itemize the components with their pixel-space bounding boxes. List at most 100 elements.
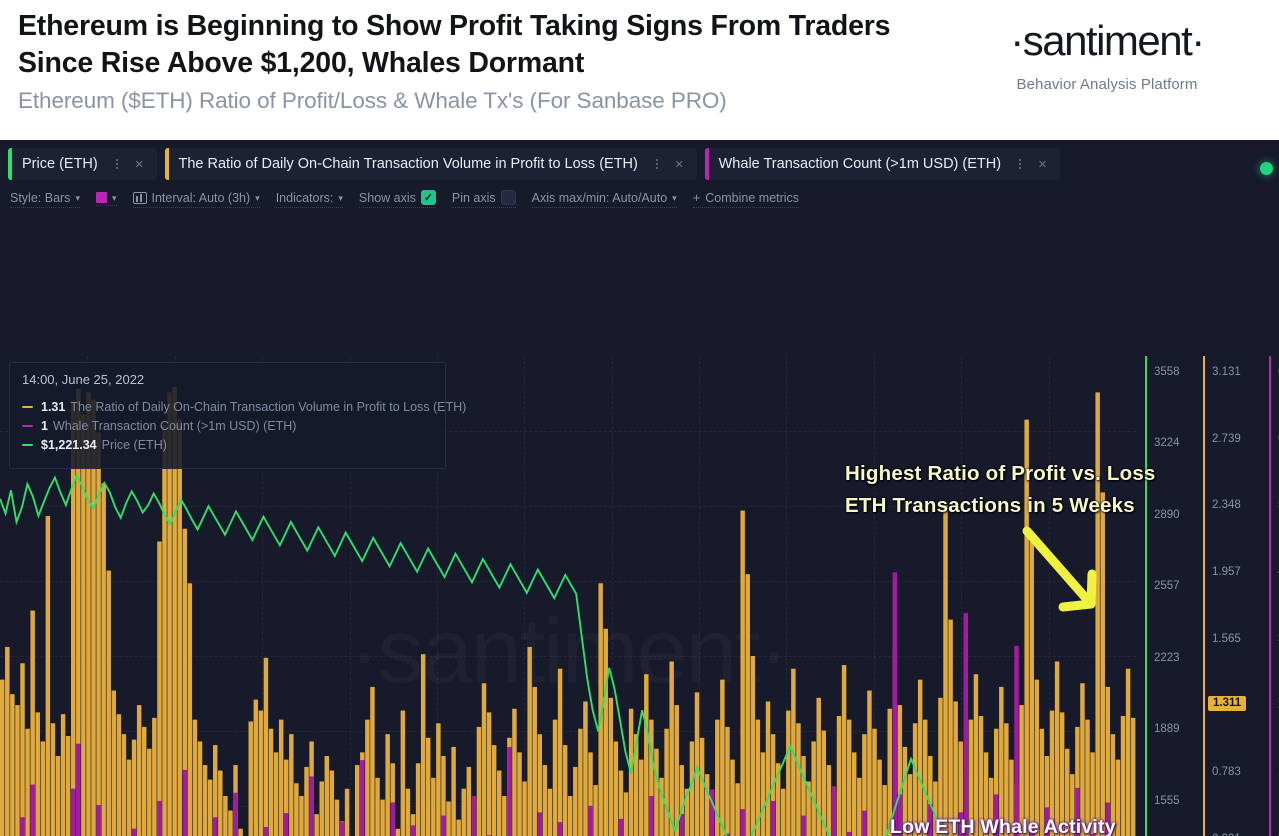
bar-ratio bbox=[846, 719, 852, 836]
color-selector[interactable]: ▾ bbox=[95, 192, 117, 206]
metric-tab-profit-loss-ratio[interactable]: The Ratio of Daily On-Chain Transaction … bbox=[164, 148, 697, 180]
brand-block: ·santiment· Behavior Analysis Platform bbox=[947, 20, 1267, 94]
color-swatch-icon bbox=[95, 192, 107, 203]
show-axis-toggle[interactable]: Show axis ✓ bbox=[358, 190, 436, 208]
bar-ratio bbox=[836, 716, 842, 836]
bar-ratio bbox=[182, 528, 188, 836]
interval-label: Interval: Auto (3h) bbox=[151, 190, 251, 205]
chevron-down-icon: ▾ bbox=[75, 193, 80, 203]
bar-ratio bbox=[177, 419, 182, 836]
bar-whale bbox=[1090, 833, 1095, 836]
bar-ratio bbox=[598, 583, 603, 836]
pin-axis-toggle[interactable]: Pin axis bbox=[451, 190, 516, 208]
close-icon[interactable]: × bbox=[674, 155, 684, 173]
axis-minmax-selector[interactable]: Axis max/min: Auto/Auto ▾ bbox=[531, 190, 677, 208]
bar-whale bbox=[862, 810, 867, 836]
bar-ratio bbox=[207, 779, 213, 836]
bar-ratio bbox=[988, 777, 994, 836]
profit-ratio-annotation: Highest Ratio of Profit vs. Loss ETH Tra… bbox=[845, 458, 1156, 522]
tooltip-date: 14:00, June 25, 2022 bbox=[22, 372, 145, 387]
bar-ratio bbox=[821, 730, 827, 836]
tab-menu-icon[interactable] bbox=[648, 159, 666, 169]
price-axis-tick: 2557 bbox=[1154, 580, 1180, 593]
bar-whale bbox=[928, 804, 933, 836]
bar-ratio bbox=[491, 745, 497, 836]
bar-ratio bbox=[933, 781, 938, 836]
tab-menu-icon[interactable] bbox=[108, 159, 126, 169]
bar-ratio bbox=[1100, 492, 1105, 836]
close-icon[interactable]: × bbox=[1038, 155, 1047, 173]
tab-color-stripe-whale bbox=[704, 148, 709, 180]
bar-whale bbox=[537, 812, 543, 836]
bar-ratio bbox=[796, 723, 801, 836]
bar-whale bbox=[679, 813, 685, 836]
bar-whale bbox=[994, 794, 999, 836]
page-header: Ethereum is Beginning to Show Profit Tak… bbox=[0, 0, 1279, 140]
tab-menu-icon[interactable] bbox=[1011, 159, 1029, 169]
bar-ratio bbox=[649, 719, 654, 836]
bar-ratio bbox=[654, 748, 659, 836]
bar-ratio bbox=[781, 788, 786, 836]
bar-whale bbox=[725, 833, 730, 836]
bar-ratio bbox=[355, 765, 360, 836]
bar-ratio bbox=[684, 788, 690, 836]
bar-whale bbox=[1029, 828, 1034, 836]
live-status-indicator[interactable] bbox=[1260, 162, 1273, 175]
bar-ratio bbox=[10, 694, 15, 836]
bar-ratio bbox=[999, 686, 1004, 836]
price-axis-tick: 2890 bbox=[1154, 508, 1180, 521]
bar-ratio bbox=[466, 766, 472, 836]
bar-ratio bbox=[547, 788, 553, 836]
indicators-selector[interactable]: Indicators: ▾ bbox=[275, 191, 343, 208]
bar-whale bbox=[284, 813, 289, 836]
bar-ratio bbox=[106, 570, 111, 836]
bar-ratio bbox=[157, 541, 162, 836]
chart-panel: Price (ETH) × The Ratio of Daily On-Chai… bbox=[0, 140, 1279, 836]
bar-ratio bbox=[253, 699, 259, 836]
bar-whale bbox=[588, 805, 593, 836]
bar-ratio bbox=[1130, 717, 1136, 836]
bar-ratio bbox=[907, 774, 913, 836]
axis-minmax-label: Axis max/min: Auto/Auto bbox=[531, 190, 668, 205]
bar-ratio bbox=[20, 663, 25, 836]
tab-color-stripe-ratio bbox=[164, 148, 169, 180]
bar-ratio bbox=[213, 745, 218, 836]
bar-whale bbox=[892, 572, 898, 836]
close-icon[interactable]: × bbox=[134, 155, 144, 173]
style-selector[interactable]: Style: Bars ▾ bbox=[10, 191, 80, 208]
bar-ratio bbox=[816, 697, 821, 836]
bar-ratio bbox=[441, 756, 446, 836]
bar-ratio bbox=[1019, 705, 1024, 836]
bar-ratio bbox=[405, 788, 411, 836]
metric-tab-whale-tx-count[interactable]: Whale Transaction Count (>1m USD) (ETH) … bbox=[704, 148, 1060, 180]
ratio-axis-tick: 0.391 bbox=[1212, 833, 1241, 836]
bar-ratio bbox=[263, 657, 269, 836]
bar-ratio bbox=[71, 401, 76, 836]
bar-ratio bbox=[1120, 716, 1126, 836]
checkbox-unchecked-icon[interactable] bbox=[500, 190, 516, 205]
price-axis-tick: 1555 bbox=[1154, 794, 1180, 807]
bar-ratio bbox=[45, 516, 51, 836]
bar-ratio bbox=[958, 741, 963, 836]
bar-ratio bbox=[806, 781, 811, 836]
metric-tab-price[interactable]: Price (ETH) × bbox=[8, 148, 157, 180]
bar-ratio bbox=[537, 734, 543, 836]
combine-metrics-button[interactable]: + Combine metrics bbox=[692, 190, 800, 208]
price-axis-tick: 3558 bbox=[1154, 366, 1180, 378]
metric-tab-label: Whale Transaction Count (>1m USD) (ETH) bbox=[718, 156, 1002, 172]
chart-tooltip: 14:00, June 25, 2022 1.31 The Ratio of D… bbox=[9, 362, 466, 469]
price-axis-line bbox=[1145, 356, 1147, 836]
bar-ratio bbox=[40, 741, 46, 836]
bar-ratio bbox=[745, 574, 750, 836]
bar-ratio bbox=[983, 752, 989, 836]
bar-ratio bbox=[197, 741, 203, 836]
checkbox-checked-icon[interactable]: ✓ bbox=[420, 190, 436, 205]
bar-ratio bbox=[1029, 541, 1034, 836]
bar-ratio bbox=[481, 683, 487, 836]
bar-whale bbox=[1044, 807, 1050, 836]
interval-selector[interactable]: Interval: Auto (3h) ▾ bbox=[132, 190, 260, 208]
bar-ratio bbox=[887, 708, 892, 836]
bar-ratio bbox=[380, 799, 385, 836]
price-axis-tick: 3224 bbox=[1154, 437, 1180, 450]
bar-ratio bbox=[152, 717, 157, 836]
